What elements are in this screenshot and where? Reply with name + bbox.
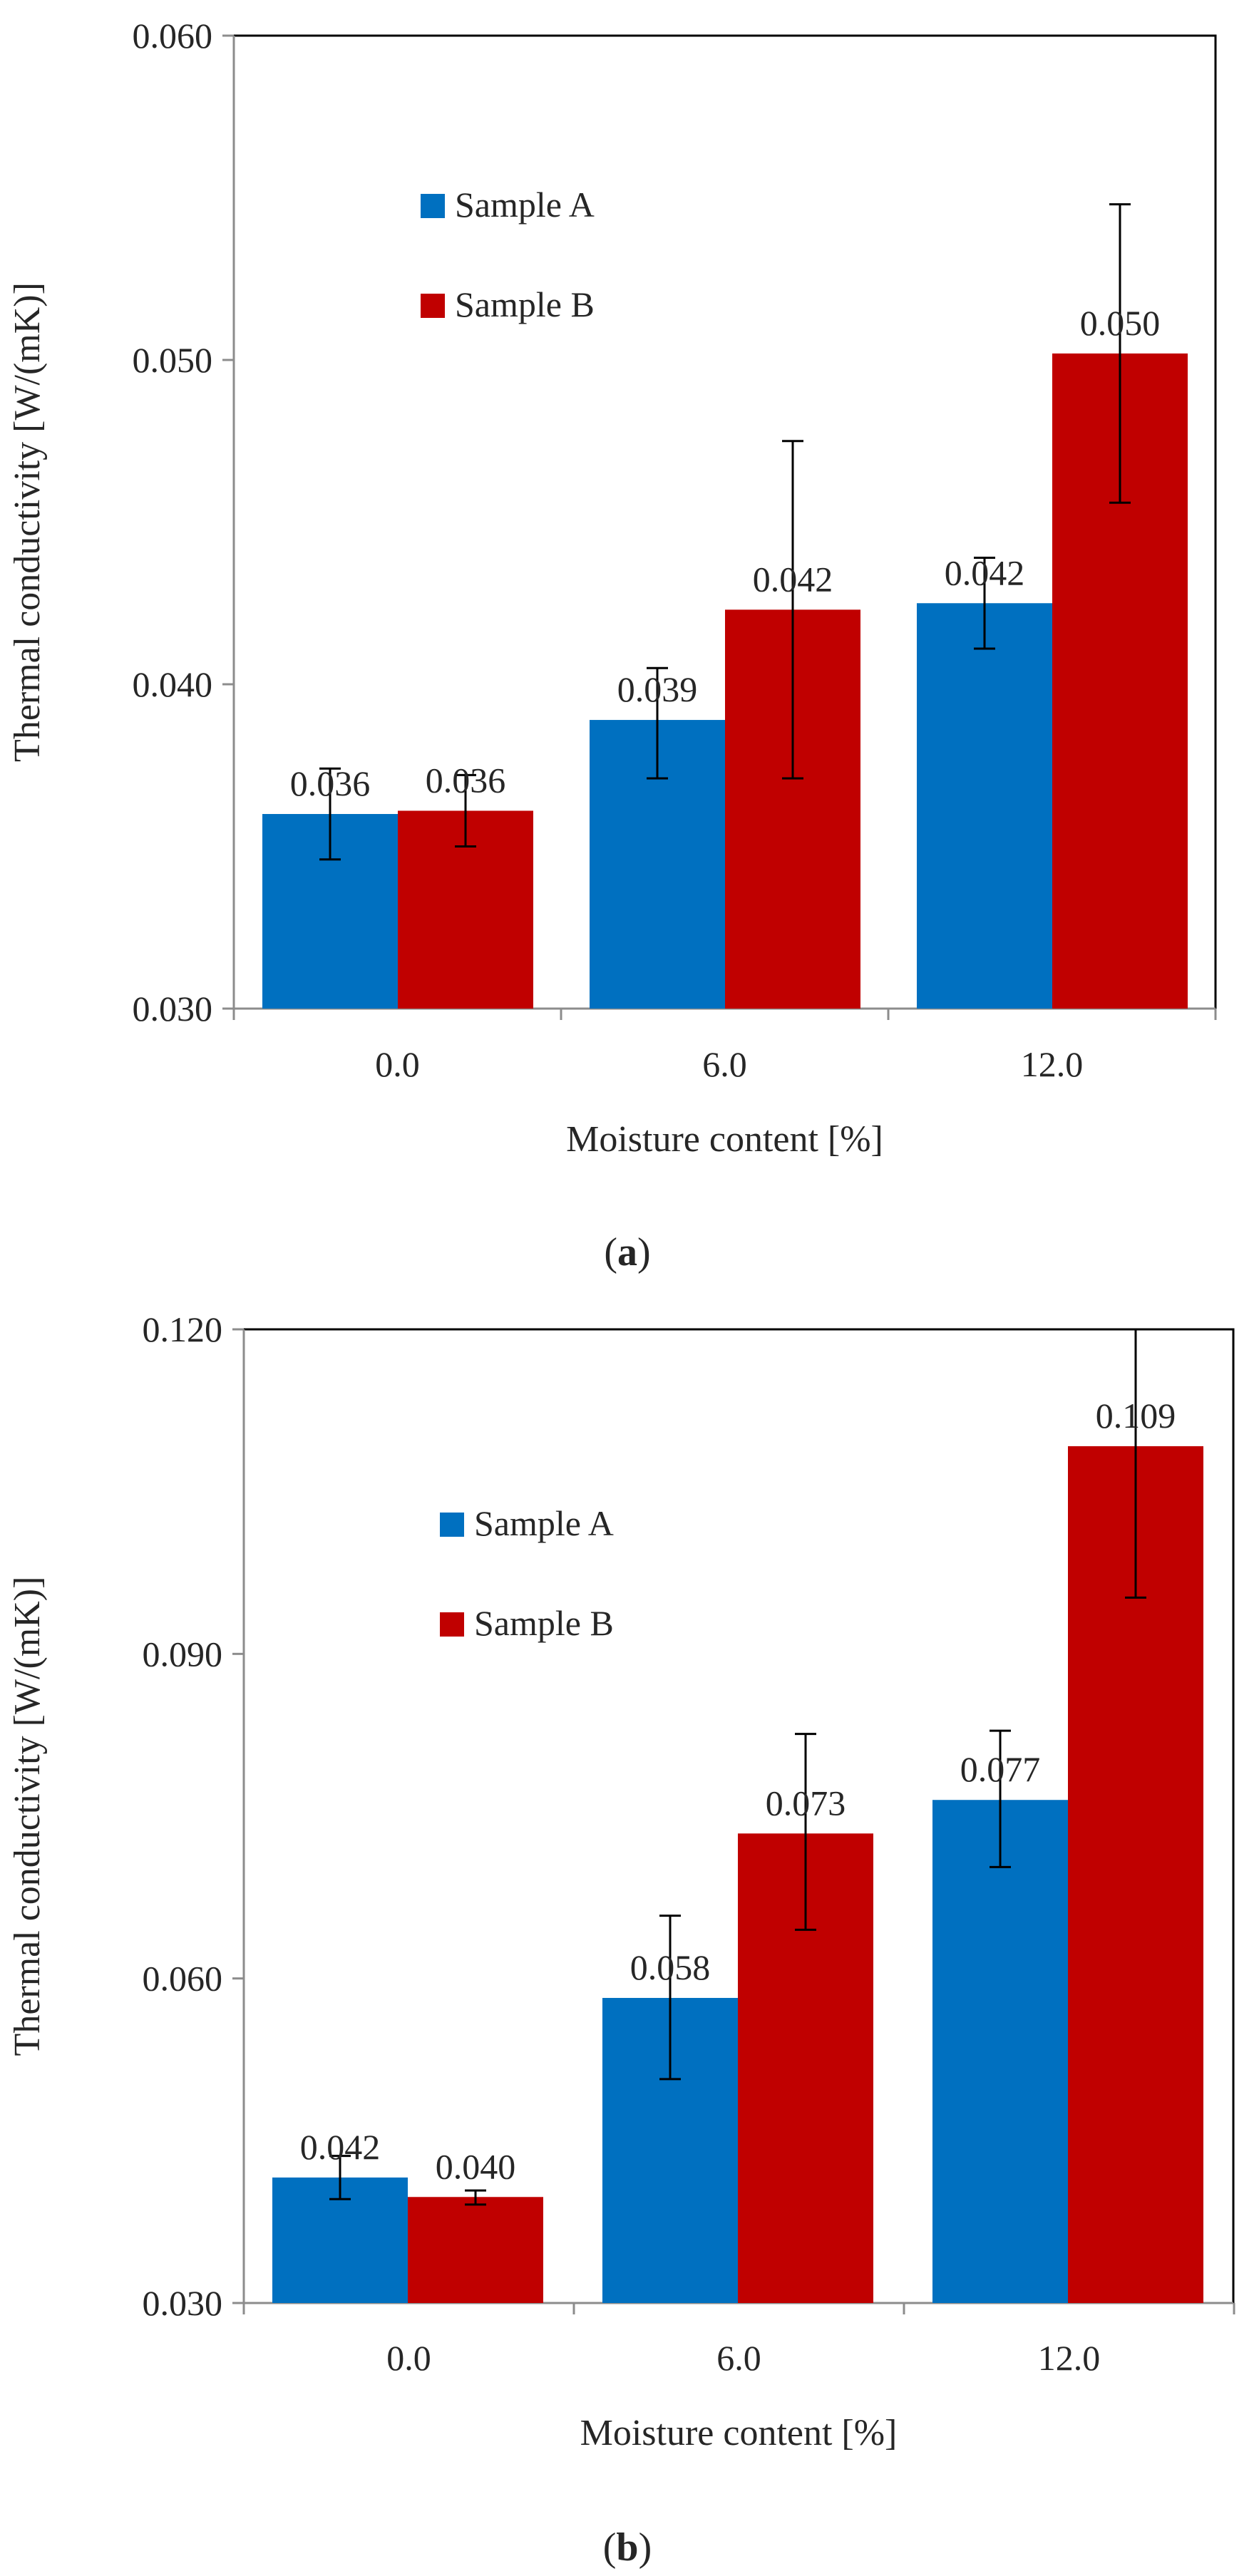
legend-label: Sample B — [474, 1603, 614, 1643]
legend-swatch — [421, 294, 445, 318]
data-label: 0.042 — [300, 2127, 381, 2167]
legend-swatch — [421, 194, 445, 218]
chart-panel-a: 0.030 0.040 0.050 0.060 0.0 6.0 12.0 0.036 0.039… — [7, 16, 1217, 1274]
x-tick-label: 12.0 — [1021, 1044, 1084, 1084]
bar-sample-b-0.0 — [408, 2197, 543, 2303]
panel-label: (a) — [604, 1230, 650, 1274]
chart-panel-b: 0.030 0.060 0.090 0.120 0.0 6.0 12.0 0.042 0.058… — [7, 1309, 1235, 2570]
x-tick-label: 12.0 — [1038, 2338, 1101, 2378]
y-tick-label: 0.060 — [133, 16, 213, 56]
y-tick-label: 0.120 — [143, 1309, 223, 1349]
x-tick-label: 6.0 — [702, 1044, 747, 1084]
data-label: 0.058 — [630, 1947, 711, 1987]
bar-sample-a-12.0 — [917, 603, 1052, 1009]
legend-label: Sample A — [455, 185, 595, 225]
x-axis-title: Moisture content [%] — [580, 2413, 898, 2453]
y-tick-label: 0.090 — [143, 1634, 223, 1674]
data-label: 0.109 — [1096, 1396, 1176, 1436]
y-tick-label: 0.050 — [133, 340, 213, 380]
y-tick-label: 0.060 — [143, 1959, 223, 1999]
data-label: 0.039 — [617, 669, 698, 709]
panel-label: (b) — [603, 2525, 652, 2570]
data-label: 0.042 — [753, 559, 833, 599]
legend-label: Sample B — [455, 284, 595, 324]
legend-swatch — [440, 1513, 464, 1537]
data-label: 0.036 — [290, 763, 371, 803]
legend-label: Sample A — [474, 1503, 614, 1543]
x-tick-label: 6.0 — [716, 2338, 761, 2378]
y-tick-label: 0.030 — [143, 2283, 223, 2323]
data-label: 0.077 — [960, 1749, 1041, 1789]
bar-sample-a-12.0 — [932, 1800, 1068, 2303]
x-axis-title: Moisture content [%] — [566, 1119, 883, 1160]
x-tick-label: 0.0 — [386, 2338, 431, 2378]
data-label: 0.050 — [1080, 303, 1161, 343]
x-tick-label: 0.0 — [375, 1044, 420, 1084]
y-tick-label: 0.030 — [133, 989, 213, 1029]
data-label: 0.036 — [426, 760, 506, 800]
data-label: 0.042 — [945, 552, 1025, 592]
legend-swatch — [440, 1612, 464, 1637]
y-axis-title: Thermal conductivity [W/(mK)] — [7, 282, 48, 762]
data-label: 0.073 — [766, 1783, 846, 1823]
data-label: 0.040 — [436, 2146, 516, 2186]
y-axis-title: Thermal conductivity [W/(mK)] — [7, 1577, 48, 2056]
y-tick-label: 0.040 — [133, 664, 213, 704]
